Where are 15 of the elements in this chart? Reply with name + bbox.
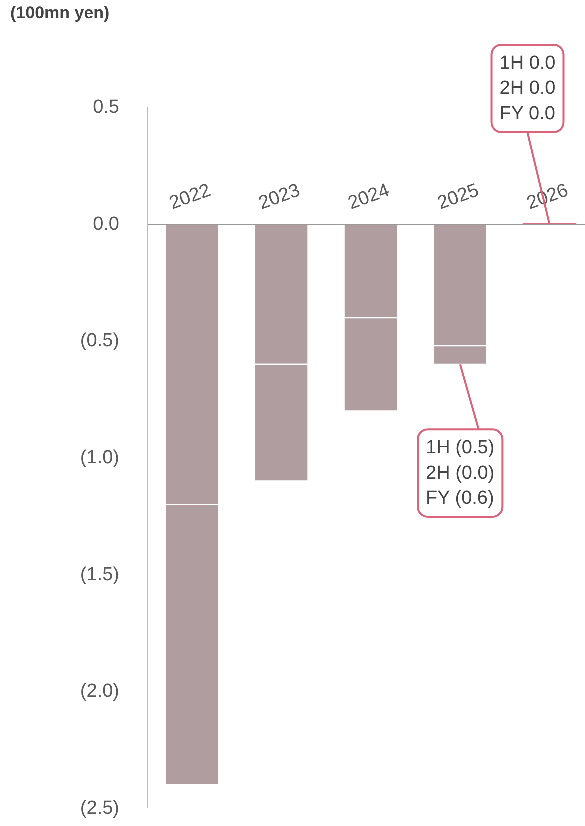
y-tick-label: (2.0) [80,681,120,702]
y-tick-label: (2.5) [80,798,120,819]
x-tick-label: 2023 [256,180,304,214]
y-tick-label: (0.5) [80,330,120,352]
x-tick-label: 2024 [346,180,393,214]
x-tick-label: 2025 [435,180,482,214]
y-tick-label: 0.5 [93,97,120,118]
y-axis-title: (100mn yen) [10,4,110,22]
y-tick-label: 0.0 [93,214,120,235]
x-tick-label: 2026 [524,180,572,214]
y-tick-label: (1.5) [80,564,120,586]
x-tick-label: 2022 [166,180,214,214]
annotation: 1H 0.0 2H 0.0 FY 0.0 [500,53,556,124]
annotation: 1H (0.5) 2H (0.0) FY (0.6) [426,438,495,509]
y-tick-label: (1.0) [80,448,120,469]
